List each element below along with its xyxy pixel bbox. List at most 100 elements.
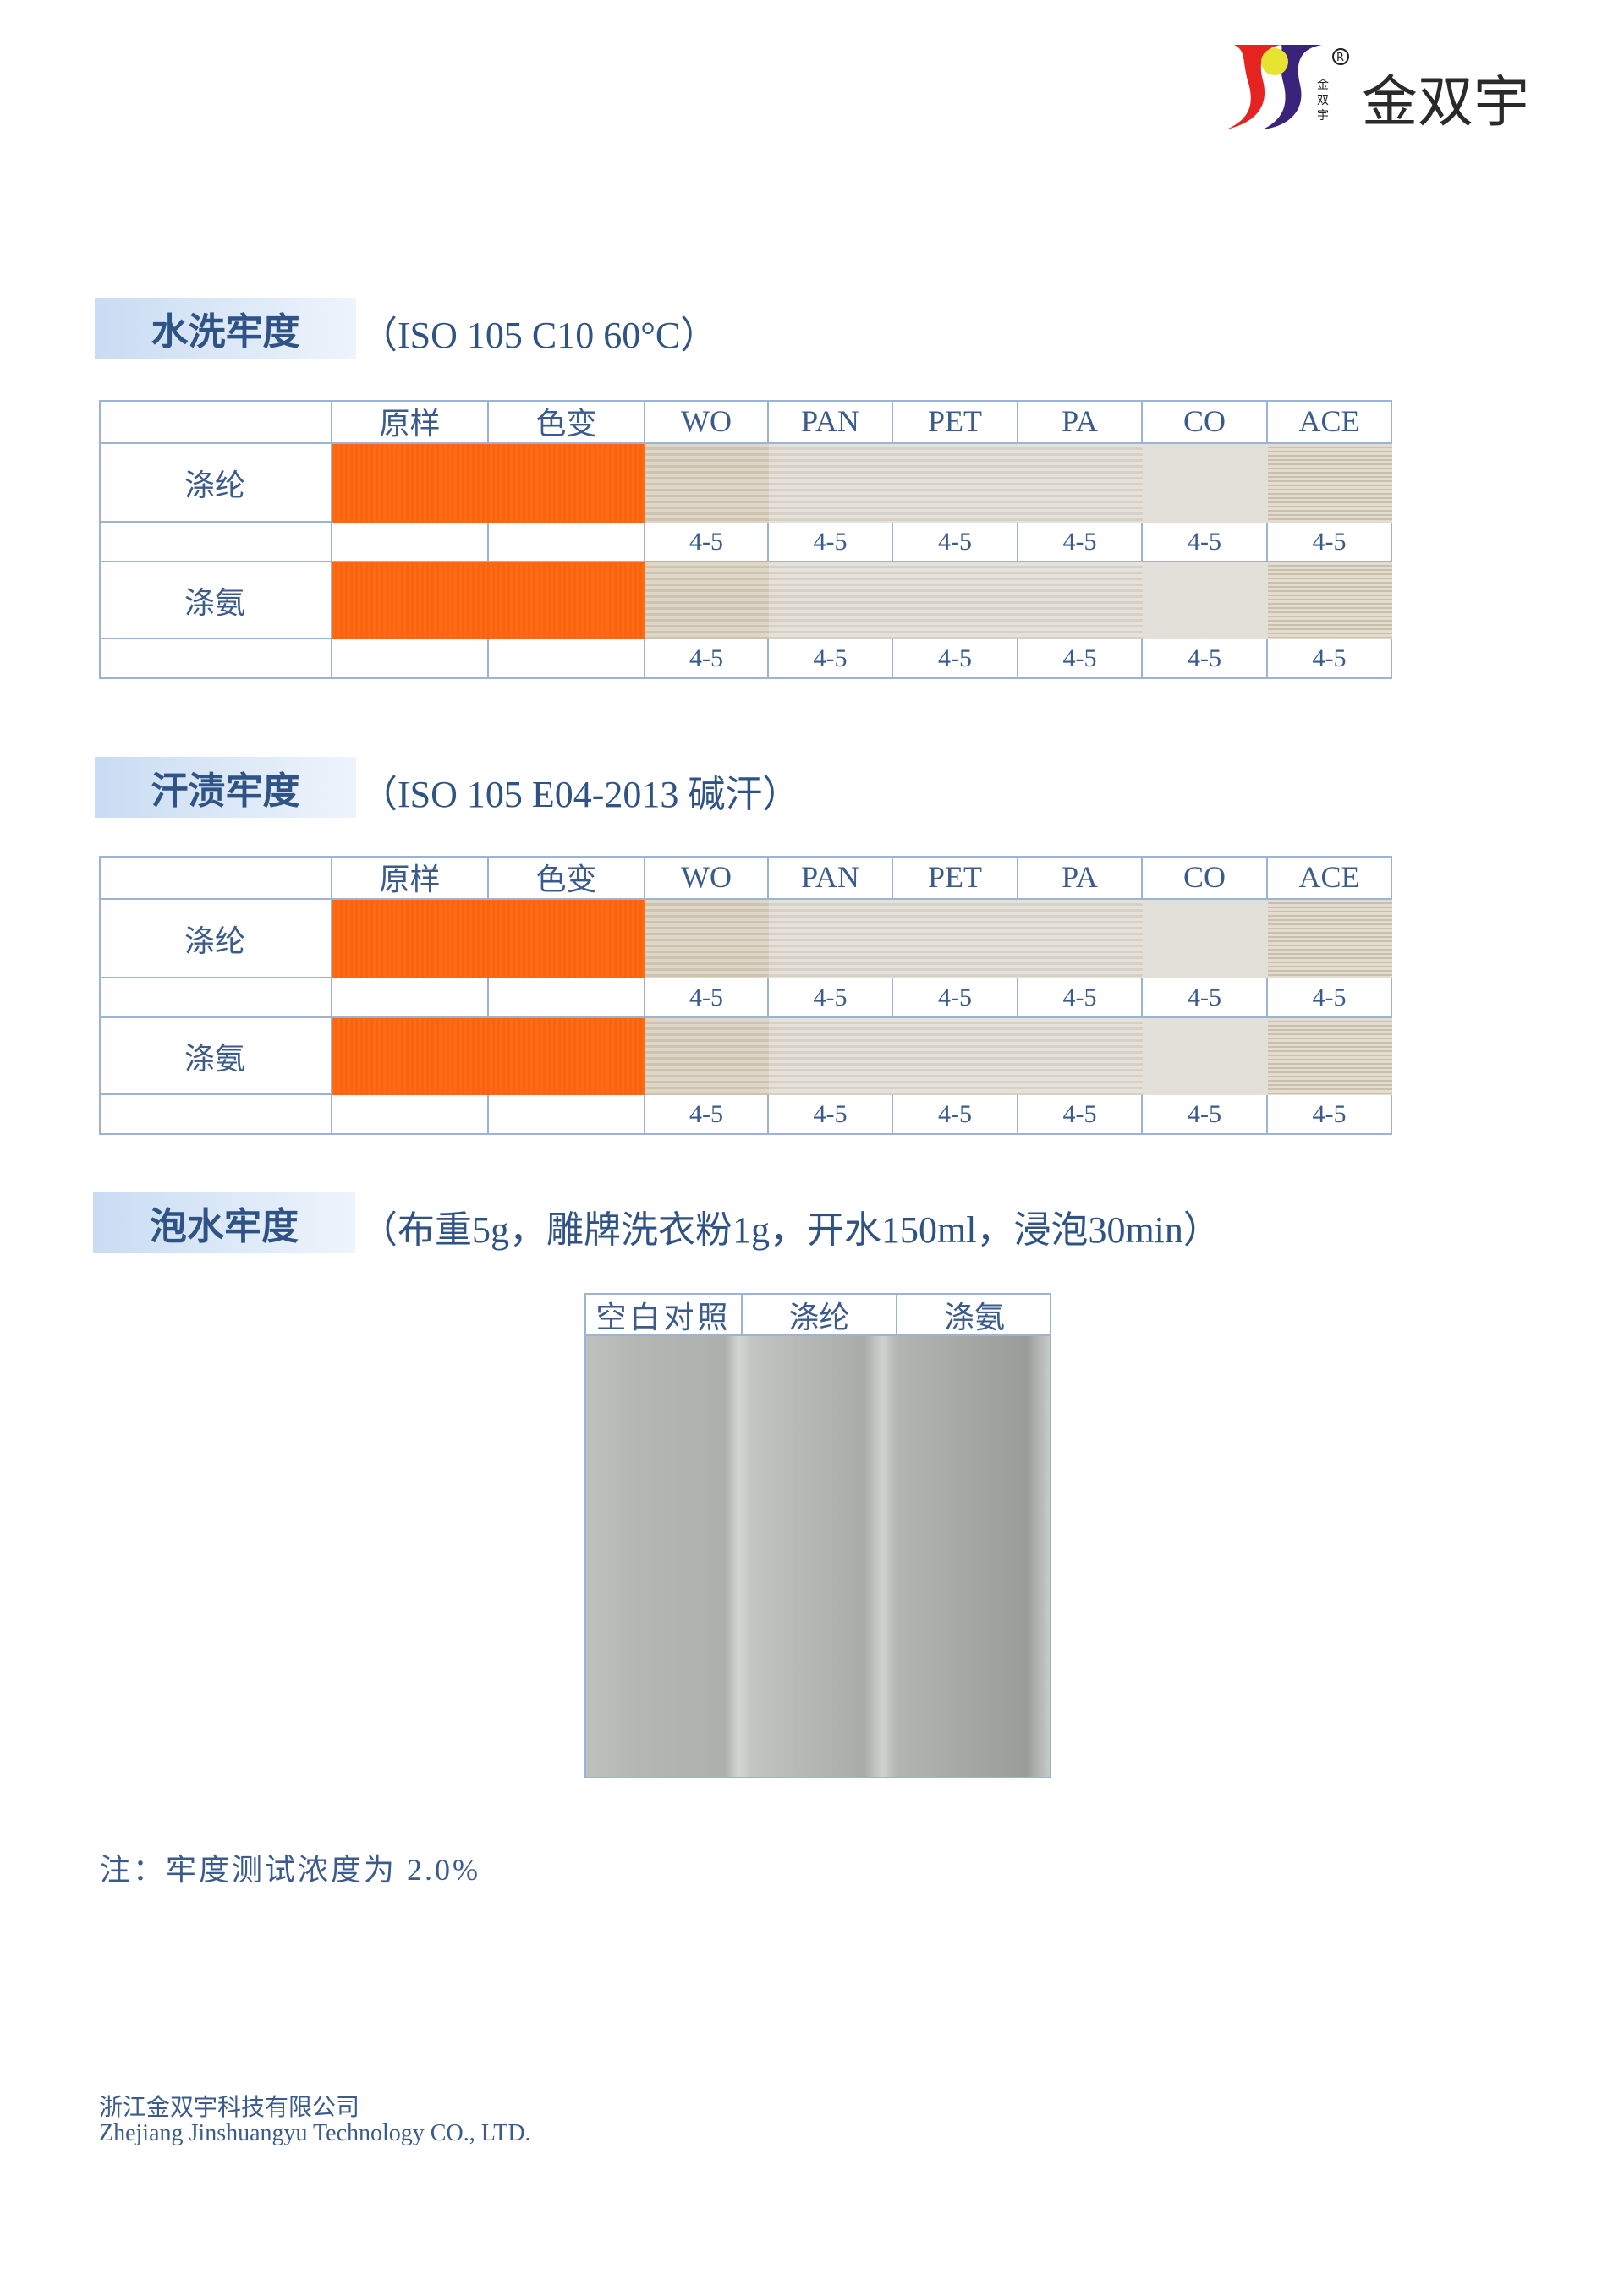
table-header-cell: PET	[893, 400, 1018, 444]
svg-text:宇: 宇	[1317, 109, 1329, 123]
grade-value: 4-5	[1018, 523, 1143, 562]
table-header-cell: WO	[645, 400, 769, 444]
grade-value: 4-5	[769, 978, 893, 1018]
grade-value: 4-5	[769, 1095, 893, 1135]
score-row-blank	[332, 978, 489, 1018]
grade-value: 4-5	[893, 639, 1018, 679]
logo: 金 双 宇 R 金双宇	[1222, 38, 1544, 135]
logo-brand-text: 金双宇	[1362, 69, 1529, 134]
score-row-blank	[99, 523, 332, 562]
table-header-cell: ACE	[1268, 400, 1392, 444]
grade-value: 4-5	[1018, 639, 1143, 679]
stain-swatch-ace	[1268, 900, 1392, 978]
grade-value: 4-5	[1018, 1095, 1143, 1135]
grade-value: 4-5	[1143, 1095, 1268, 1135]
original-sample-swatch	[332, 444, 649, 523]
soak-header-blank: 空白对照	[586, 1295, 743, 1336]
stain-swatch-pan	[769, 1018, 893, 1095]
stain-swatch-pet	[893, 562, 1018, 639]
svg-text:双: 双	[1317, 94, 1329, 107]
fabric-label: 涤纶	[99, 900, 332, 978]
original-sample-swatch	[332, 562, 649, 639]
table-header-cell	[99, 856, 332, 900]
stain-swatch-pan	[769, 444, 893, 523]
section-title-sweat: 汗渍牢度	[95, 757, 356, 818]
grade-value: 4-5	[645, 978, 769, 1018]
table-frame: 原样 色变 WO PAN PET PA CO ACE 涤纶 4-5 4-5 4-5 4-5 4-5 4-5 涤…	[99, 856, 1392, 1135]
footer-company-cn: 浙江金双宇科技有限公司	[99, 2095, 360, 2121]
stain-swatch-co	[1143, 1018, 1268, 1095]
grade-value: 4-5	[769, 523, 893, 562]
score-row-blank	[99, 978, 332, 1018]
grade-value: 4-5	[893, 523, 1018, 562]
fabric-label: 涤纶	[99, 444, 332, 523]
fabric-label: 涤氨	[99, 1018, 332, 1095]
section-spec-sweat: （ISO 105 E04-2013 碱汗）	[360, 774, 800, 815]
section-title-wash: 水洗牢度	[95, 298, 356, 359]
note: 注：牢度测试浓度为 2.0%	[100, 1853, 480, 1887]
table-header-cell: PAN	[769, 856, 893, 900]
score-row-blank	[332, 639, 489, 679]
grade-value: 4-5	[645, 523, 769, 562]
stain-swatch-pa	[1018, 562, 1143, 639]
stain-swatch-wo	[645, 562, 769, 639]
grade-value: 4-5	[645, 639, 769, 679]
score-row-blank	[332, 523, 489, 562]
grade-value: 4-5	[1143, 639, 1268, 679]
fabric-label: 涤氨	[99, 562, 332, 639]
score-row-blank	[489, 978, 645, 1018]
soak-header-polyester: 涤纶	[743, 1295, 897, 1336]
table-header-cell	[99, 400, 332, 444]
stain-swatch-co	[1143, 444, 1268, 523]
table-header-cell: PA	[1018, 856, 1143, 900]
logo-mark-icon: 金 双 宇 R	[1226, 45, 1349, 129]
stain-swatch-pan	[769, 562, 893, 639]
stain-swatch-ace	[1268, 1018, 1392, 1095]
table-header-cell: WO	[645, 856, 769, 900]
score-row-blank	[99, 1095, 332, 1135]
original-sample-swatch	[332, 900, 649, 978]
stain-swatch-wo	[645, 444, 769, 523]
grade-value: 4-5	[1018, 978, 1143, 1018]
grade-value: 4-5	[1268, 639, 1392, 679]
table-header-cell: 原样	[332, 856, 489, 900]
section-spec-wash: （ISO 105 C10 60°C）	[360, 315, 718, 356]
grade-value: 4-5	[1268, 1095, 1392, 1135]
score-row-blank	[489, 639, 645, 679]
stain-swatch-wo	[645, 900, 769, 978]
grade-value: 4-5	[1268, 978, 1392, 1018]
stain-swatch-pet	[893, 1018, 1018, 1095]
grade-value: 4-5	[645, 1095, 769, 1135]
stain-swatch-pet	[893, 444, 1018, 523]
section-spec-soak: （布重5g，雕牌洗衣粉1g，开水150ml，浸泡30min）	[360, 1209, 1221, 1251]
soak-table: 空白对照 涤纶 涤氨	[584, 1293, 1051, 1778]
stain-swatch-pa	[1018, 900, 1143, 978]
grade-value: 4-5	[769, 639, 893, 679]
table-header-cell: PA	[1018, 400, 1143, 444]
stain-swatch-pet	[893, 900, 1018, 978]
svg-text:金: 金	[1317, 79, 1329, 92]
table-header-cell: PAN	[769, 400, 893, 444]
stain-swatch-co	[1143, 562, 1268, 639]
stain-swatch-pa	[1018, 444, 1143, 523]
grade-value: 4-5	[893, 978, 1018, 1018]
score-row-blank	[489, 1095, 645, 1135]
score-row-blank	[99, 639, 332, 679]
grade-value: 4-5	[1143, 978, 1268, 1018]
score-row-blank	[489, 523, 645, 562]
grade-value: 4-5	[1143, 523, 1268, 562]
table-header-cell: PET	[893, 856, 1018, 900]
section-title-soak: 泡水牢度	[93, 1192, 355, 1253]
table-header-cell: CO	[1143, 400, 1268, 444]
score-row-blank	[332, 1095, 489, 1135]
stain-swatch-pa	[1018, 1018, 1143, 1095]
soak-photo	[586, 1336, 1050, 1777]
original-sample-swatch	[332, 1018, 649, 1095]
stain-swatch-wo	[645, 1018, 769, 1095]
table-header-cell: 原样	[332, 400, 489, 444]
grade-value: 4-5	[893, 1095, 1018, 1135]
table-header-cell: CO	[1143, 856, 1268, 900]
stain-swatch-pan	[769, 900, 893, 978]
table-frame: 原样 色变 WO PAN PET PA CO ACE 涤纶 4-5 4-5 4-5 4-5 4-5 4-5 涤…	[99, 400, 1392, 679]
